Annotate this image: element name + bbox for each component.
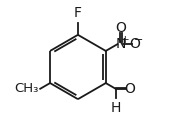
Text: −: −: [134, 35, 143, 45]
Text: O: O: [124, 82, 135, 96]
Text: F: F: [74, 6, 82, 20]
Text: O: O: [115, 21, 126, 35]
Text: N: N: [116, 37, 126, 51]
Text: CH₃: CH₃: [14, 82, 39, 95]
Text: +: +: [121, 35, 129, 45]
Text: H: H: [111, 100, 121, 114]
Text: O: O: [129, 37, 140, 51]
